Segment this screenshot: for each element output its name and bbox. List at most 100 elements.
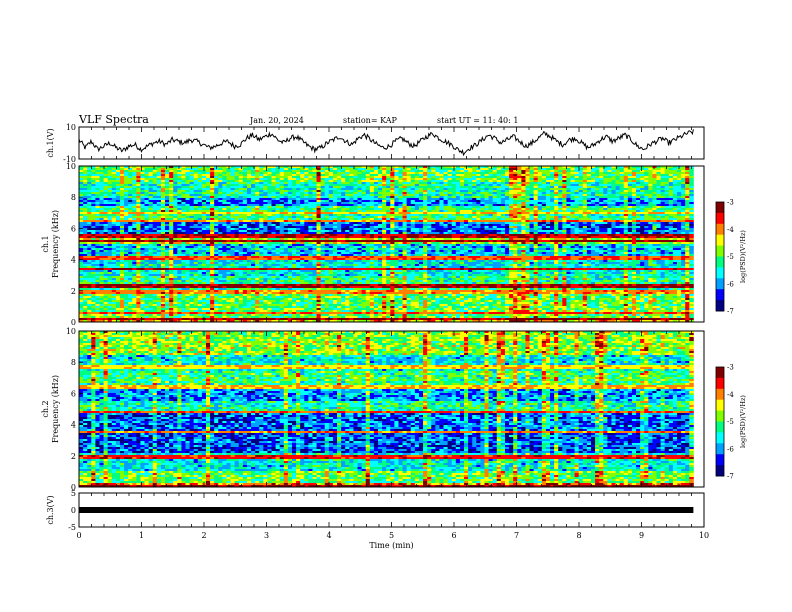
ch1-spec-cell — [611, 180, 616, 183]
ch1-spec-cell — [500, 182, 506, 185]
ch1-spec-cell — [267, 184, 272, 187]
ch1-spec-cell — [517, 182, 522, 185]
ch1-spec-cell — [439, 176, 444, 179]
ch1-spec-cell — [406, 172, 412, 175]
ch1-spec-cell — [144, 172, 150, 175]
ch1-spec-cell — [291, 184, 297, 187]
ch1-spec-cell — [79, 178, 84, 181]
ch1-spec-cell — [672, 174, 678, 177]
ch1-spec-cell — [119, 172, 125, 175]
ch1-spec-cell — [537, 168, 543, 171]
ch1-spec-cell — [488, 166, 494, 169]
ch1-spec-cell — [382, 168, 387, 171]
ch1-spec-cell — [165, 176, 170, 179]
ch1-spec-cell — [423, 174, 428, 177]
ch1-spec-cell — [230, 178, 236, 181]
ch1-spec-cell — [128, 184, 133, 187]
ch1-spec-cell — [521, 166, 526, 169]
ch1-spec-cell — [406, 174, 412, 177]
ch1-spec-cell — [504, 180, 510, 183]
ch1-spec-cell — [296, 170, 301, 173]
ch1-spec-cell — [357, 174, 363, 177]
ch1-spec-cell — [447, 182, 453, 185]
ch1-spec-cell — [177, 166, 182, 169]
ch1-spec-cell — [447, 172, 453, 175]
ch1-spec-cell — [287, 176, 293, 179]
ch1-spec-cell — [193, 178, 199, 181]
ch1-spec-cell — [111, 170, 117, 173]
ch1-spec-cell — [570, 166, 575, 169]
ch1-spec-cell — [631, 180, 637, 183]
ch1-spec-cell — [484, 166, 489, 169]
ch1-spec-cell — [464, 168, 469, 171]
ch1-spec-cell — [586, 178, 592, 181]
ch1-spec-cell — [418, 166, 424, 169]
ch1-spec-cell — [648, 180, 653, 183]
ch1-spec-cell — [578, 168, 584, 171]
ch1-spec-cell — [128, 172, 133, 175]
ch1-spec-cell — [160, 184, 166, 187]
ch1-spec-cell — [132, 170, 137, 173]
ch1-spec-cell — [652, 170, 657, 173]
ch1-spec-cell — [615, 182, 621, 185]
ch1-spec-cell — [210, 166, 215, 169]
ch1-spec-cell — [214, 182, 219, 185]
ch1-spec-cell — [582, 174, 588, 177]
ch1-spec-cell — [267, 166, 272, 169]
ch1-spec-cell — [386, 174, 391, 177]
ch1-spec-cell — [312, 168, 317, 171]
ch1-spec-cell — [91, 168, 96, 171]
ch1-spec-cell — [554, 182, 559, 185]
ch1-spec-cell — [234, 176, 240, 179]
ch1-spec-cell — [640, 182, 645, 185]
ch1-spec-cell — [480, 172, 485, 175]
ch1-spec-cell — [545, 166, 551, 169]
ch1-spec-cell — [361, 166, 367, 169]
ch1-spec-cell — [656, 172, 662, 175]
ch1-spec-cell — [296, 178, 301, 181]
ch1-spec-cell — [627, 172, 633, 175]
ch1-spec-cell — [271, 178, 276, 181]
ch1-spec-cell — [124, 176, 129, 179]
ch1-spec-cell — [500, 178, 506, 181]
ch1-spec-cell — [91, 166, 96, 169]
ch1-spec-cell — [246, 180, 252, 183]
ch1-spec-cell — [119, 168, 125, 171]
ch1-spec-cell — [365, 172, 371, 175]
ch1-spec-cell — [332, 174, 338, 177]
ch1-spec-cell — [472, 168, 477, 171]
ch1-spec-cell — [132, 174, 137, 177]
ch1-spec-cell — [304, 176, 309, 179]
ch1-spec-cell — [144, 166, 150, 169]
ch1-spec-cell — [521, 170, 526, 173]
ch1-spec-cell — [300, 174, 305, 177]
ch1-spec-cell — [332, 172, 338, 175]
ch1-spec-cell — [476, 168, 481, 171]
ch1-spec-cell — [623, 172, 629, 175]
ch1-spec-cell — [398, 176, 403, 179]
ch1-spec-cell — [304, 166, 309, 169]
ch1-spec-cell — [181, 168, 186, 171]
ch1-spec-cell — [676, 176, 682, 179]
ch1-spec-cell — [521, 174, 526, 177]
ch1-spec-cell — [246, 172, 252, 175]
ch1-spec-cell — [603, 166, 608, 169]
ch1-spec-cell — [570, 176, 575, 179]
ch1-spec-cell — [193, 176, 199, 179]
ch1-spec-cell — [558, 168, 563, 171]
ch1-spec-cell — [468, 172, 473, 175]
ch1-spec-cell — [390, 172, 395, 175]
ch1-spec-cell — [681, 174, 686, 177]
ch1-spec-cell — [595, 170, 600, 173]
ch1-spec-cell — [357, 182, 363, 185]
ch1-spec-cell — [349, 176, 354, 179]
ch1-spec-cell — [656, 180, 662, 183]
ch1-spec-cell — [361, 180, 367, 183]
ch1-spec-cell — [234, 170, 240, 173]
ch1-spec-cell — [267, 172, 272, 175]
ch1-spec-cell — [664, 170, 670, 173]
ch1-spec-cell — [103, 172, 109, 175]
ch1-spec-cell — [529, 180, 535, 183]
ch1-spec-cell — [246, 170, 252, 173]
ch1-spec-cell — [640, 168, 645, 171]
